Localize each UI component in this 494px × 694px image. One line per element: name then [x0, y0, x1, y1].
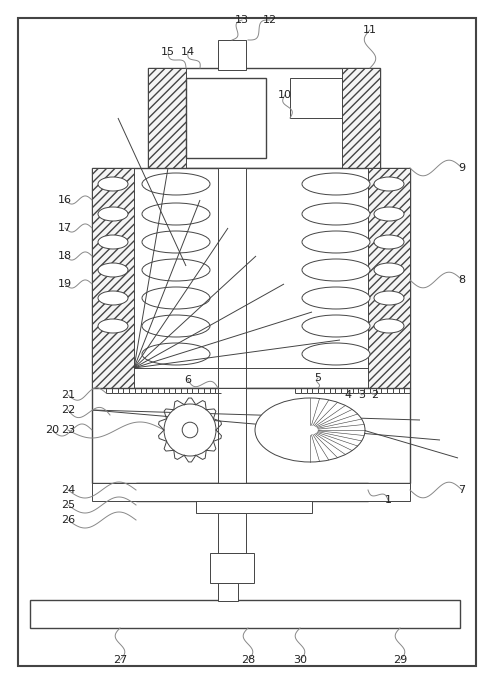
Text: 17: 17 — [58, 223, 72, 233]
Text: 24: 24 — [61, 485, 75, 495]
Ellipse shape — [142, 203, 210, 225]
Ellipse shape — [142, 259, 210, 281]
Ellipse shape — [98, 291, 128, 305]
Ellipse shape — [374, 235, 404, 249]
Ellipse shape — [302, 259, 370, 281]
Bar — [148, 68, 380, 168]
Text: 7: 7 — [458, 485, 465, 495]
Text: 13: 13 — [235, 15, 249, 25]
Bar — [210, 553, 254, 583]
Bar — [136, 483, 368, 501]
Bar — [218, 168, 246, 388]
Ellipse shape — [98, 319, 128, 333]
Bar — [92, 388, 410, 483]
Text: 19: 19 — [58, 279, 72, 289]
Text: 8: 8 — [458, 275, 465, 285]
Ellipse shape — [98, 235, 128, 249]
Text: 29: 29 — [393, 655, 407, 665]
Ellipse shape — [302, 203, 370, 225]
Text: 10: 10 — [278, 90, 292, 100]
Text: 23: 23 — [61, 425, 75, 435]
Text: 4: 4 — [344, 390, 352, 400]
Text: 21: 21 — [61, 390, 75, 400]
Ellipse shape — [374, 291, 404, 305]
Text: 30: 30 — [293, 655, 307, 665]
Bar — [186, 78, 266, 158]
Text: 22: 22 — [61, 405, 75, 415]
Ellipse shape — [374, 177, 404, 191]
Text: 3: 3 — [359, 390, 366, 400]
Ellipse shape — [142, 173, 210, 195]
Bar — [218, 583, 238, 601]
Ellipse shape — [98, 177, 128, 191]
Text: 5: 5 — [315, 373, 322, 383]
Bar — [196, 501, 312, 513]
Bar — [30, 600, 460, 628]
Bar — [368, 168, 410, 388]
Ellipse shape — [142, 231, 210, 253]
Ellipse shape — [98, 207, 128, 221]
Ellipse shape — [374, 263, 404, 277]
Text: 14: 14 — [181, 47, 195, 57]
Bar — [218, 513, 246, 553]
Text: 27: 27 — [113, 655, 127, 665]
Text: 16: 16 — [58, 195, 72, 205]
Bar — [342, 68, 380, 168]
Text: 2: 2 — [371, 390, 378, 400]
Text: 15: 15 — [161, 47, 175, 57]
Ellipse shape — [302, 343, 370, 365]
Ellipse shape — [374, 207, 404, 221]
Text: 26: 26 — [61, 515, 75, 525]
Ellipse shape — [255, 398, 365, 462]
Bar — [218, 40, 246, 70]
Bar — [148, 68, 186, 168]
Circle shape — [182, 422, 198, 438]
Ellipse shape — [142, 287, 210, 309]
Text: 20: 20 — [45, 425, 59, 435]
Ellipse shape — [302, 315, 370, 337]
Text: 25: 25 — [61, 500, 75, 510]
Text: 18: 18 — [58, 251, 72, 261]
Text: 6: 6 — [184, 375, 192, 385]
Ellipse shape — [302, 287, 370, 309]
Ellipse shape — [302, 173, 370, 195]
Bar — [92, 483, 410, 501]
Text: 11: 11 — [363, 25, 377, 35]
Bar — [290, 78, 342, 118]
Ellipse shape — [374, 319, 404, 333]
Ellipse shape — [302, 231, 370, 253]
Text: 1: 1 — [384, 495, 392, 505]
Text: 9: 9 — [458, 163, 465, 173]
Text: 12: 12 — [263, 15, 277, 25]
Ellipse shape — [98, 263, 128, 277]
Bar — [92, 168, 134, 388]
Ellipse shape — [142, 315, 210, 337]
Circle shape — [164, 404, 216, 456]
Text: 28: 28 — [241, 655, 255, 665]
Bar — [92, 168, 410, 388]
Ellipse shape — [142, 343, 210, 365]
Bar — [218, 388, 246, 483]
